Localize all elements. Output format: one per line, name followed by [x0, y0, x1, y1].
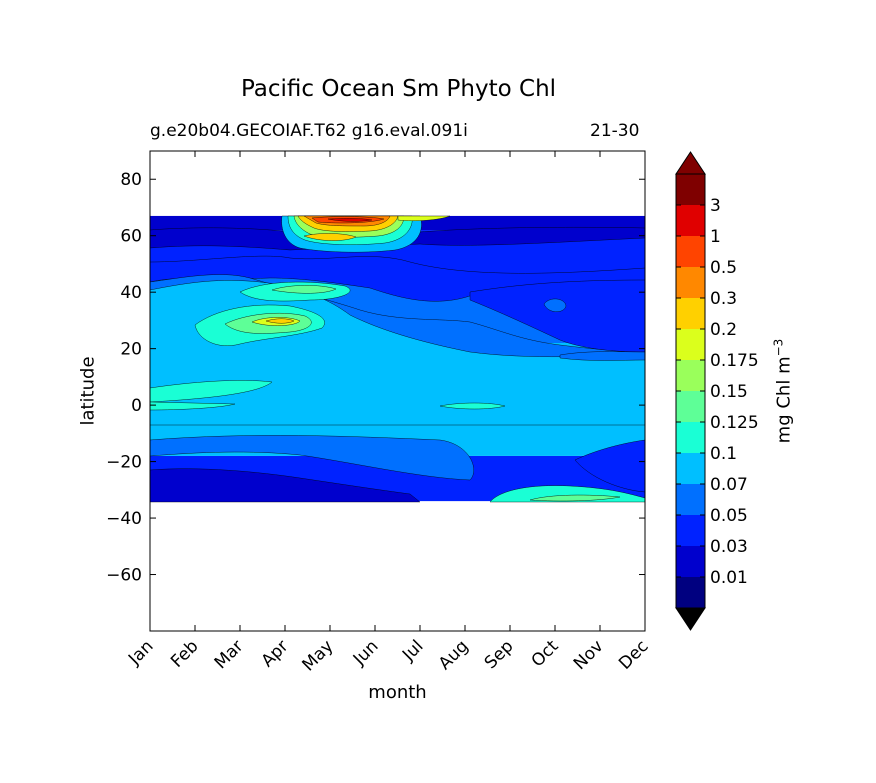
colorbar-tick-label: 0.03	[710, 537, 748, 557]
contour-equator-strip	[150, 401, 236, 411]
x-tick-label: May	[299, 636, 338, 675]
x-tick-label: Jan	[124, 636, 157, 669]
x-tick-label: Jul	[398, 636, 427, 665]
y-tick-label: −20	[106, 453, 142, 473]
x-tick-label: Oct	[528, 636, 563, 671]
colorbar-bin	[676, 205, 705, 236]
colorbar-bin	[676, 515, 705, 546]
colorbar: 0.01 0.03 0.05 0.07 0.1 0.125 0.15 0.175 0.2 0.3 0…	[675, 151, 759, 631]
colorbar-bin	[676, 422, 705, 453]
contour-aug-patch	[439, 402, 506, 410]
colorbar-tick-label: 0.5	[710, 258, 737, 278]
colorbar-bin	[676, 174, 705, 205]
colorbar-label: mg Chl m−3	[772, 339, 795, 444]
colorbar-extend-min	[675, 607, 706, 631]
colorbar-tick-label: 0.3	[710, 289, 737, 309]
colorbar-tick-label: 3	[710, 196, 721, 216]
x-tick-label: Feb	[167, 636, 202, 671]
x-tick-label: Jun	[349, 636, 383, 670]
contour-southeast	[574, 439, 645, 493]
colorbar-bin	[676, 391, 705, 422]
contour-south-band-edge	[150, 435, 474, 481]
x-tick-label: Sep	[481, 636, 518, 673]
contour-oct-blob	[543, 298, 567, 312]
y-tick-label: 0	[131, 396, 142, 416]
chart-subtitle-case: g.e20b04.GECOIAF.T62 g16.eval.091i	[150, 121, 468, 141]
colorbar-tick-label: 0.15	[710, 382, 748, 402]
contour-equatorial-jan	[150, 380, 273, 403]
x-axis-label: month	[368, 682, 427, 703]
colorbar-bin	[676, 298, 705, 329]
colorbar-tick-label: 0.125	[710, 413, 759, 433]
contour-may-low	[303, 233, 357, 241]
contour-east-tropical	[559, 351, 645, 361]
colorbar-extend-max	[675, 151, 706, 175]
contour-fill	[150, 215, 645, 503]
colorbar-label-text: mg Chl m	[773, 356, 795, 444]
y-tick-label: 20	[120, 340, 142, 360]
colorbar-bin	[676, 329, 705, 360]
chart-title: Pacific Ocean Sm Phyto Chl	[240, 76, 557, 102]
colorbar-bin	[676, 546, 705, 577]
y-axis: 80 60 40 20 0 −20 −40 −60	[106, 170, 645, 586]
contour-east-blue	[469, 279, 645, 353]
colorbar-tick-label: 0.05	[710, 506, 748, 526]
colorbar-bin	[676, 267, 705, 298]
colorbar-bin	[676, 453, 705, 484]
contour-jul-north	[397, 215, 451, 221]
contour-sep-green2	[529, 494, 621, 502]
x-tick-label: Apr	[258, 636, 293, 671]
colorbar-tick-label: 1	[710, 227, 721, 247]
contour-apr-core	[265, 318, 295, 324]
x-tick-label: Mar	[211, 636, 248, 673]
y-tick-label: 60	[120, 227, 142, 247]
colorbar-tick-label: 0.01	[710, 568, 748, 588]
contour-south-west-dark	[150, 468, 421, 503]
y-axis-label: latitude	[77, 356, 99, 426]
chart-subtitle-years: 21-30	[590, 121, 640, 141]
y-tick-label: −40	[106, 509, 142, 529]
plot-frame	[149, 150, 646, 632]
colorbar-tick-label: 0.2	[710, 320, 737, 340]
colorbar-label-exponent: −3	[771, 338, 786, 357]
y-tick-label: 80	[120, 170, 142, 190]
contour-may-mid2	[271, 285, 337, 294]
colorbar-tick-label: 0.175	[710, 351, 759, 371]
colorbar-tick-label: 0.1	[710, 444, 737, 464]
y-tick-label: −60	[106, 566, 142, 586]
x-tick-label: Dec	[615, 636, 652, 673]
colorbar-bin	[676, 577, 705, 608]
y-tick-label: 40	[120, 283, 142, 303]
colorbar-tick-label: 0.07	[710, 475, 748, 495]
colorbar-bin	[676, 236, 705, 267]
contour-jun-bloom-core	[327, 218, 373, 222]
x-tick-label: Aug	[435, 636, 473, 674]
x-tick-label: Nov	[570, 636, 608, 674]
colorbar-bin	[676, 360, 705, 391]
colorbar-bin	[676, 484, 705, 515]
